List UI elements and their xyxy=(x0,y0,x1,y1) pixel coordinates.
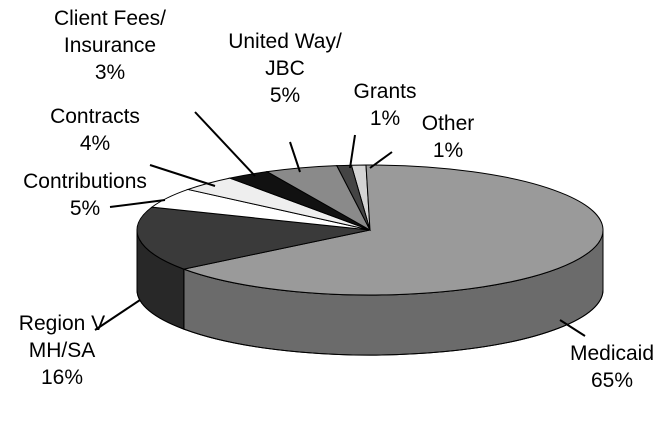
data-label: Contributions 5% xyxy=(23,168,147,222)
slice xyxy=(136,206,371,270)
leader-line xyxy=(194,111,256,177)
leader-line xyxy=(349,134,356,169)
leader-line xyxy=(149,164,216,187)
data-label: Contracts 4% xyxy=(50,103,140,157)
value-label: 65% xyxy=(590,369,634,392)
category-label: Region V MH/SA xyxy=(18,312,106,362)
leader-line xyxy=(109,199,166,208)
data-label: Other 1% xyxy=(422,110,475,164)
value-label: 1% xyxy=(369,107,401,130)
leader-line xyxy=(369,151,393,169)
data-label: Grants 1% xyxy=(353,78,416,132)
value-label: 5% xyxy=(269,84,301,107)
leader-line xyxy=(559,319,586,337)
category-label: Contracts xyxy=(50,105,140,128)
data-label: Client Fees/ Insurance 3% xyxy=(54,5,166,86)
category-label: Medicaid xyxy=(569,342,655,365)
category-label: Other xyxy=(421,112,475,135)
leader-line xyxy=(94,299,141,331)
data-label: Medicaid 65% xyxy=(570,340,654,394)
slice xyxy=(182,164,604,296)
category-label: Grants xyxy=(353,80,417,103)
value-label: 4% xyxy=(79,132,111,155)
category-label: Contributions xyxy=(23,170,147,193)
value-label: 3% xyxy=(94,61,126,84)
category-label: Client Fees/ Insurance xyxy=(53,7,167,57)
value-label: 5% xyxy=(69,197,101,220)
value-label: 16% xyxy=(40,366,84,389)
data-label: Region V MH/SA 16% xyxy=(19,310,105,391)
category-label: United Way/ JBC xyxy=(228,30,342,80)
leader-line xyxy=(289,141,301,173)
data-label: United Way/ JBC 5% xyxy=(228,28,342,109)
value-label: 1% xyxy=(432,139,464,162)
